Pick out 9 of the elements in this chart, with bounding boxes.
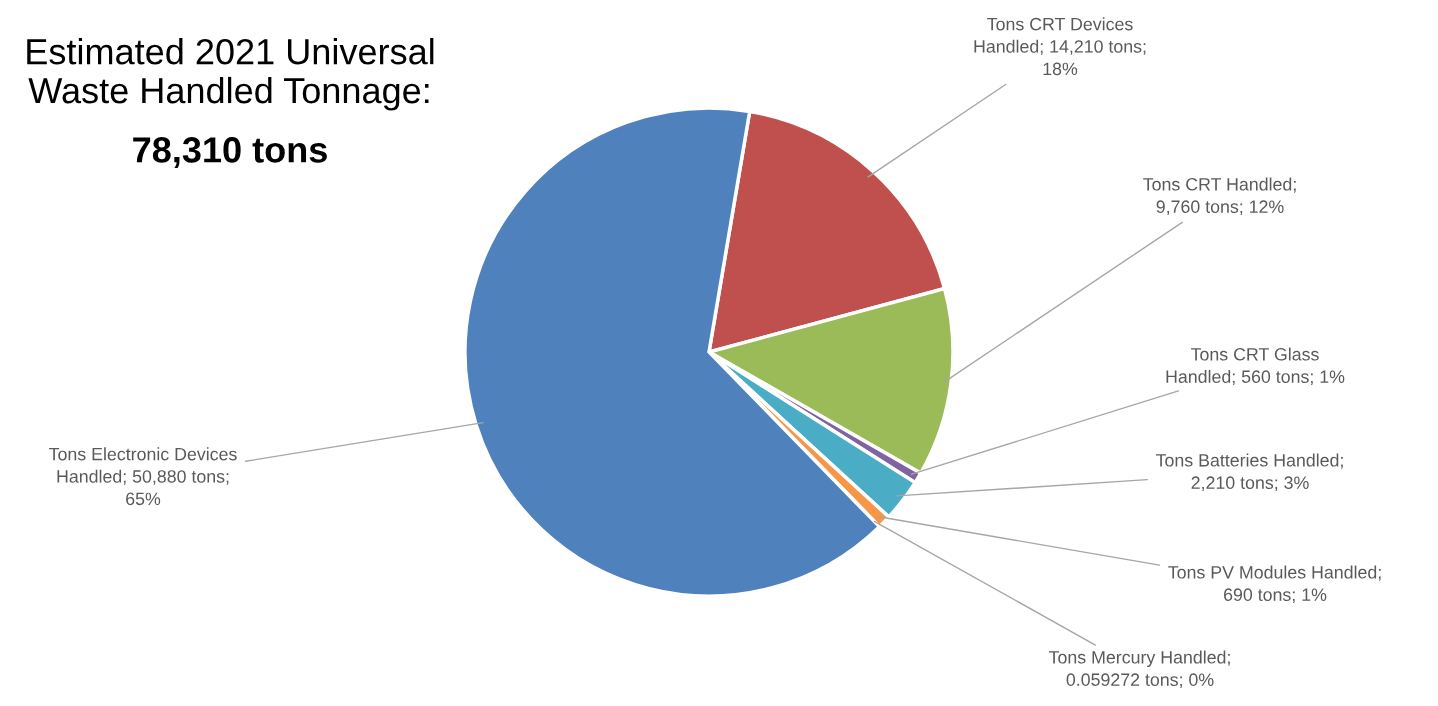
slice-label: Tons Mercury Handled; 0.059272 tons; 0% — [1049, 650, 1230, 689]
slice-label: Tons CRT Devices Handled; 14,210 tons; 18% — [974, 17, 1146, 76]
slice-label: Tons CRT Glass Handled; 560 tons; 1% — [1166, 347, 1345, 386]
slice-label: Tons PV Modules Handled; 690 tons; 1% — [1168, 565, 1381, 604]
text: 78,310 tons — [133, 137, 327, 168]
text: Estimated 2021 Universal Waste Handled Tonnage: — [27, 38, 434, 111]
slice-label: Tons Batteries Handled; 2,210 tons; 3% — [1156, 453, 1343, 492]
slice-label: Tons CRT Handled; 9,760 tons; 12% — [1143, 177, 1296, 216]
slice-label: Tons Electronic Devices Handled; 50,880 tons; 65% — [49, 447, 237, 506]
